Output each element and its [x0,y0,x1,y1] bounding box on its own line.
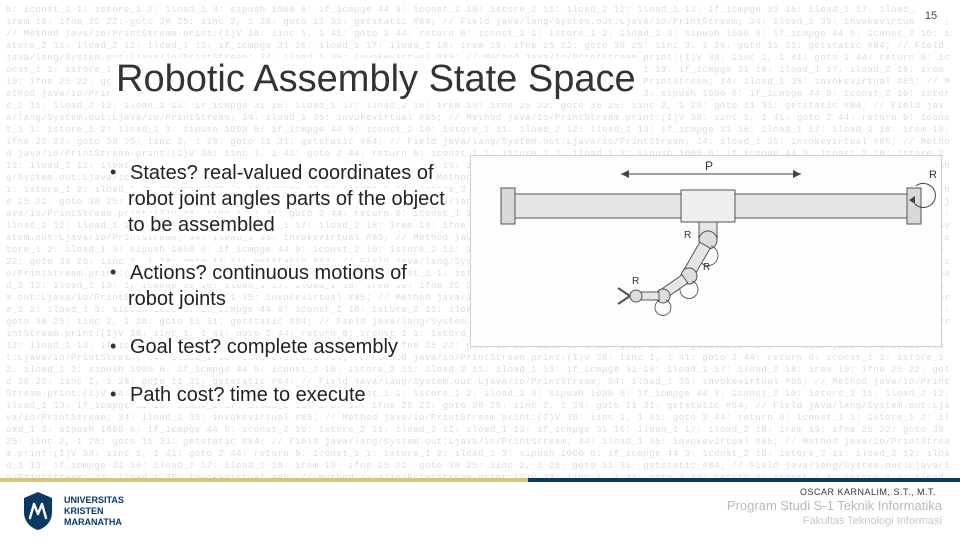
page-number: 15 [916,6,946,26]
robot-arm-diagram: P R R R R [470,155,942,347]
bullet-item: Path cost? time to execute [110,382,450,408]
program-line: Program Studi S-1 Teknik Informatika [660,498,942,514]
diagram-label-r: R [632,276,639,287]
bullet-text: Path cost? time to execute [128,384,368,406]
logo-text: UNIVERSITAS KRISTEN MARANATHA [64,495,124,528]
logo-text-line: UNIVERSITAS [64,495,124,506]
diagram-label-p: P [705,159,713,173]
bullet-item: Actions? continuous motions of robot joi… [110,260,450,312]
logo-text-line: KRISTEN [64,506,124,517]
bullet-text: Actions? continuous motions of robot joi… [128,262,407,310]
bullet-text: States? real-valued coordinates of robot… [128,162,445,236]
bullet-item: Goal test? complete assembly [110,334,450,360]
author-name: OSCAR KARNALIM, S.T., M.T. [796,486,940,498]
diagram-label-r: R [703,262,710,273]
faculty-line: Fakultas Teknologi Informasi [660,514,942,528]
diagram-label-r: R [684,230,691,241]
bullet-item: States? real-valued coordinates of robot… [110,160,450,238]
logo-text-line: MARANATHA [64,517,124,528]
bullet-text: Goal test? complete assembly [128,336,400,358]
slide-title: Robotic Assembly State Space [110,58,642,103]
university-logo: UNIVERSITAS KRISTEN MARANATHA [20,488,200,534]
logo-shield-icon [20,490,56,532]
program-info: Program Studi S-1 Teknik Informatika Fak… [660,498,960,536]
bullet-list: States? real-valued coordinates of robot… [110,160,450,430]
diagram-label-r: R [929,169,937,181]
